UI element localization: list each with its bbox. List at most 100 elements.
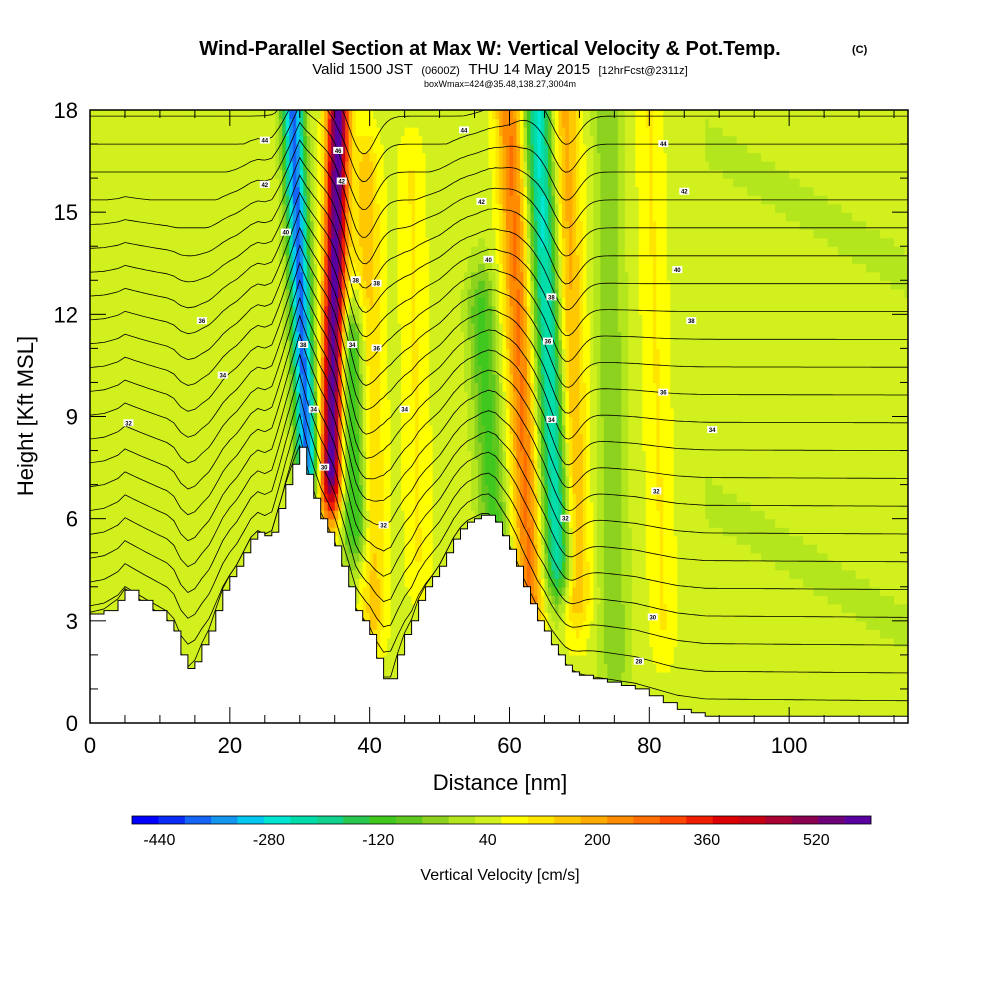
velocity-cell xyxy=(838,561,843,571)
velocity-cell xyxy=(848,552,853,562)
velocity-cell xyxy=(173,535,178,545)
velocity-cell xyxy=(827,671,832,682)
velocity-cell xyxy=(778,697,783,707)
velocity-cell xyxy=(659,620,664,630)
velocity-cell xyxy=(404,552,409,562)
velocity-cell xyxy=(666,552,671,562)
velocity-cell xyxy=(572,578,577,588)
velocity-cell xyxy=(859,595,864,605)
velocity-cell xyxy=(782,654,787,664)
velocity-cell xyxy=(827,586,832,596)
velocity-cell xyxy=(341,535,346,545)
velocity-cell xyxy=(93,595,98,605)
velocity-cell xyxy=(880,578,885,588)
velocity-cell xyxy=(208,612,213,622)
velocity-cell xyxy=(796,697,801,707)
velocity-cell xyxy=(145,569,151,579)
velocity-cell xyxy=(705,620,710,630)
velocity-cell xyxy=(691,552,696,562)
velocity-cell xyxy=(747,680,752,690)
velocity-cell xyxy=(376,603,381,613)
velocity-cell xyxy=(229,535,234,545)
velocity-cell xyxy=(862,629,867,639)
velocity-cell xyxy=(806,697,811,707)
velocity-cell xyxy=(596,552,601,562)
velocity-cell xyxy=(547,561,553,571)
velocity-cell xyxy=(677,697,682,707)
velocity-cell xyxy=(831,595,836,605)
velocity-cell xyxy=(890,637,895,647)
velocity-cell xyxy=(107,603,112,613)
velocity-cell xyxy=(565,578,570,588)
velocity-cell xyxy=(124,544,130,554)
velocity-cell xyxy=(764,680,769,690)
velocity-cell xyxy=(638,620,643,630)
velocity-cell xyxy=(380,646,385,656)
velocity-cell xyxy=(726,705,731,716)
velocity-cell xyxy=(764,561,769,571)
velocity-cell xyxy=(617,620,622,630)
velocity-cell xyxy=(789,620,794,630)
velocity-cell xyxy=(789,646,794,656)
velocity-cell xyxy=(670,646,675,656)
velocity-cell xyxy=(600,629,605,639)
velocity-cell xyxy=(373,578,378,588)
velocity-cell xyxy=(729,646,734,656)
velocity-cell xyxy=(852,629,857,639)
velocity-cell xyxy=(722,663,727,673)
velocity-cell xyxy=(698,637,703,647)
velocity-cell xyxy=(684,671,689,682)
velocity-cell xyxy=(610,595,615,605)
velocity-cell xyxy=(733,697,738,707)
velocity-cell xyxy=(876,561,881,571)
velocity-cell xyxy=(96,586,102,596)
velocity-cell xyxy=(848,595,853,605)
velocity-cell xyxy=(750,680,755,690)
velocity-cell xyxy=(404,612,409,622)
velocity-cell xyxy=(390,544,395,554)
velocity-cell xyxy=(901,688,906,699)
velocity-cell xyxy=(652,595,657,605)
velocity-cell xyxy=(806,646,811,656)
velocity-cell xyxy=(373,629,378,639)
velocity-cell xyxy=(530,586,535,596)
velocity-cell xyxy=(184,620,189,630)
velocity-cell xyxy=(785,586,790,596)
velocity-cell xyxy=(904,569,908,579)
velocity-cell xyxy=(233,535,238,545)
velocity-cell xyxy=(817,620,822,630)
velocity-cell xyxy=(397,544,402,554)
velocity-cell xyxy=(848,697,853,707)
velocity-cell xyxy=(712,671,717,682)
velocity-cell xyxy=(649,561,654,571)
velocity-cell xyxy=(733,680,738,690)
velocity-cell xyxy=(792,544,797,554)
velocity-cell xyxy=(862,637,867,647)
velocity-cell xyxy=(866,586,871,596)
velocity-cell xyxy=(208,569,213,579)
velocity-cell xyxy=(834,552,839,562)
velocity-cell xyxy=(614,561,619,571)
velocity-cell xyxy=(897,671,902,682)
velocity-cell xyxy=(838,671,843,682)
velocity-cell xyxy=(565,586,570,596)
velocity-cell xyxy=(180,629,185,639)
velocity-cell xyxy=(880,569,885,579)
velocity-cell xyxy=(768,552,773,562)
velocity-cell xyxy=(565,629,570,639)
velocity-cell xyxy=(701,612,706,622)
velocity-cell xyxy=(117,569,123,579)
velocity-cell xyxy=(901,578,906,588)
velocity-cell xyxy=(596,646,601,656)
velocity-cell xyxy=(540,612,546,622)
velocity-cell xyxy=(894,654,899,664)
velocity-cell xyxy=(880,705,885,716)
velocity-cell xyxy=(554,637,560,647)
velocity-cell xyxy=(803,569,808,579)
velocity-cell xyxy=(540,603,546,613)
velocity-cell xyxy=(194,603,199,613)
velocity-cell xyxy=(589,544,594,554)
velocity-cell xyxy=(635,663,640,673)
velocity-cell xyxy=(390,595,395,605)
velocity-cell xyxy=(873,629,878,639)
